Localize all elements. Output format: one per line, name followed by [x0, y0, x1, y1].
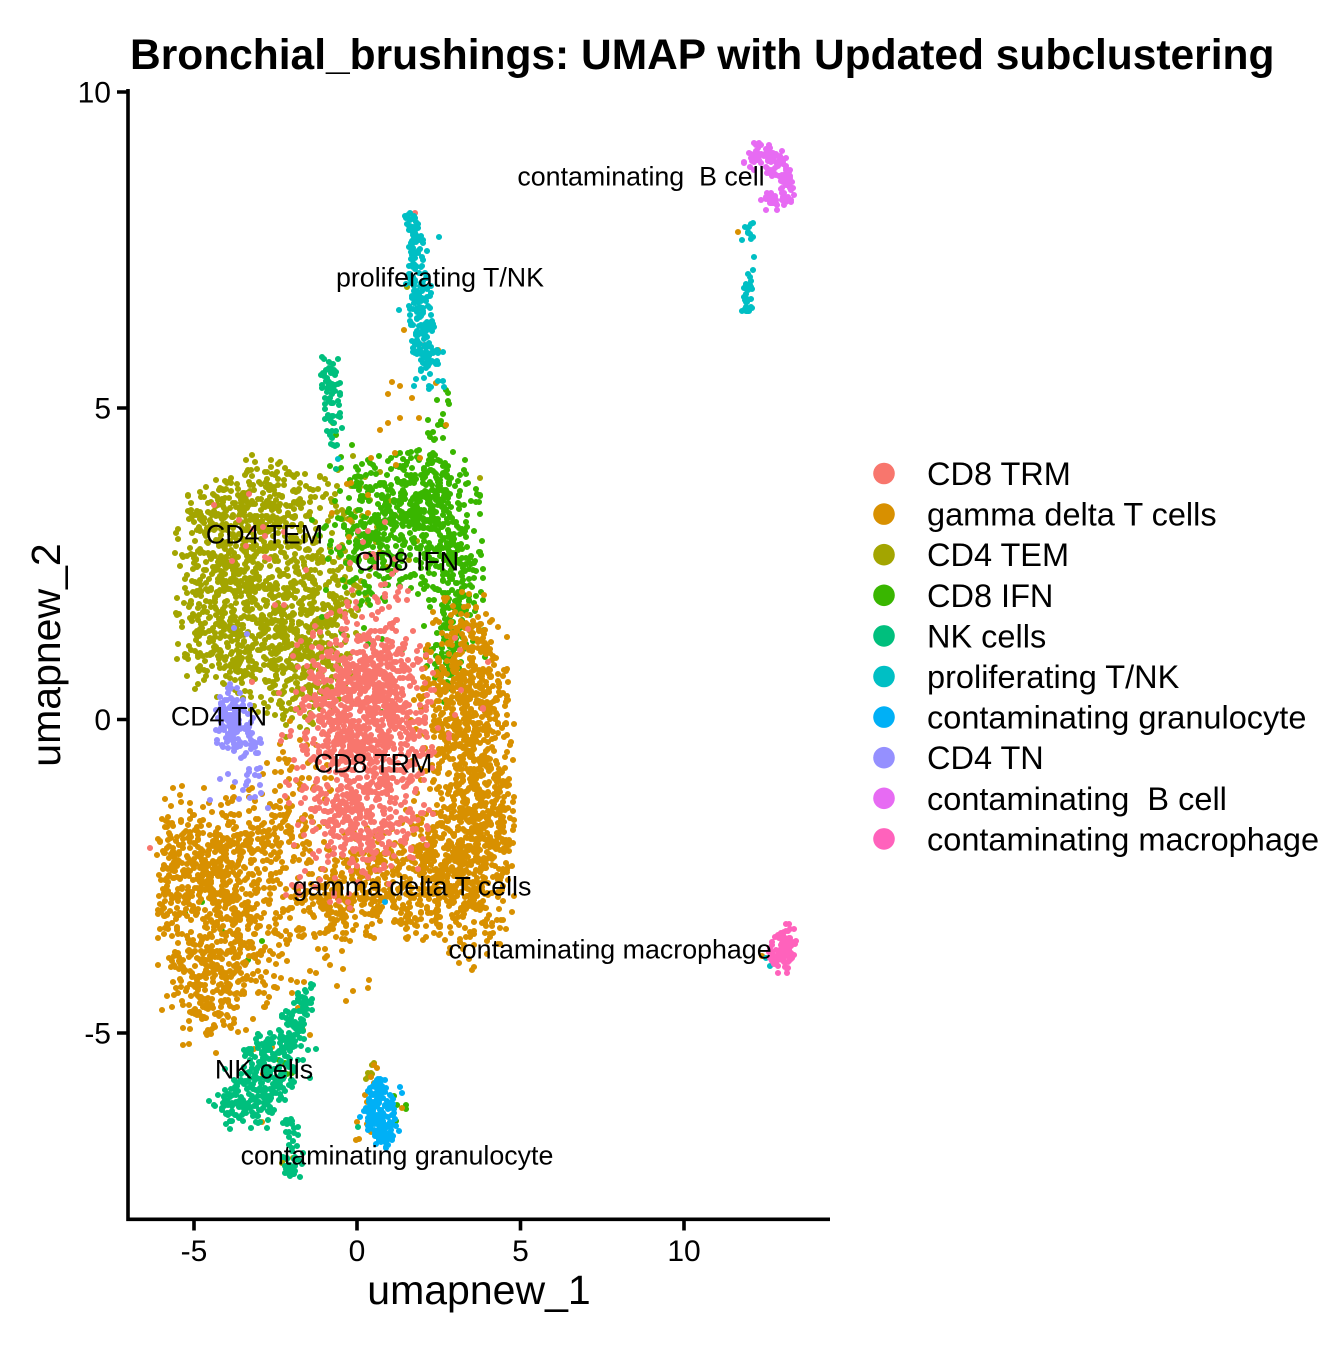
- svg-text:proliferating T/NK: proliferating T/NK: [927, 659, 1180, 695]
- svg-text:contaminating granulocyte: contaminating granulocyte: [241, 1141, 554, 1171]
- svg-text:NK cells: NK cells: [927, 618, 1046, 654]
- svg-text:CD4 TEM: CD4 TEM: [927, 537, 1069, 573]
- svg-text:CD8 TRM: CD8 TRM: [927, 456, 1071, 492]
- svg-text:umapnew_2: umapnew_2: [23, 543, 69, 766]
- svg-text:CD4 TN: CD4 TN: [171, 702, 267, 732]
- svg-text:5: 5: [512, 1235, 529, 1268]
- svg-text:10: 10: [667, 1235, 700, 1268]
- svg-text:contaminating B cell: contaminating B cell: [517, 162, 764, 192]
- svg-text:contaminating B cell: contaminating B cell: [927, 781, 1227, 817]
- svg-text:10: 10: [78, 77, 111, 110]
- svg-text:contaminating macrophage: contaminating macrophage: [448, 935, 771, 965]
- svg-text:CD8 IFN: CD8 IFN: [355, 547, 459, 577]
- svg-text:-5: -5: [181, 1235, 208, 1268]
- svg-text:-5: -5: [84, 1018, 111, 1051]
- svg-text:umapnew_1: umapnew_1: [367, 1267, 590, 1313]
- svg-text:0: 0: [94, 704, 111, 737]
- svg-text:contaminating macrophage: contaminating macrophage: [927, 821, 1319, 857]
- svg-text:gamma delta T cells: gamma delta T cells: [927, 497, 1217, 533]
- svg-text:CD4 TN: CD4 TN: [927, 740, 1044, 776]
- svg-text:CD8 TRM: CD8 TRM: [314, 749, 433, 779]
- svg-text:proliferating T/NK: proliferating T/NK: [336, 263, 544, 293]
- svg-text:CD8 IFN: CD8 IFN: [927, 578, 1053, 614]
- svg-text:0: 0: [349, 1235, 366, 1268]
- svg-text:contaminating granulocyte: contaminating granulocyte: [927, 700, 1306, 736]
- svg-text:5: 5: [94, 393, 111, 426]
- svg-text:Bronchial_brushings: UMAP with: Bronchial_brushings: UMAP with Updated s…: [130, 32, 1274, 79]
- svg-text:gamma delta T cells: gamma delta T cells: [293, 872, 532, 902]
- svg-text:CD4 TEM: CD4 TEM: [206, 520, 323, 550]
- svg-text:NK cells: NK cells: [215, 1055, 313, 1085]
